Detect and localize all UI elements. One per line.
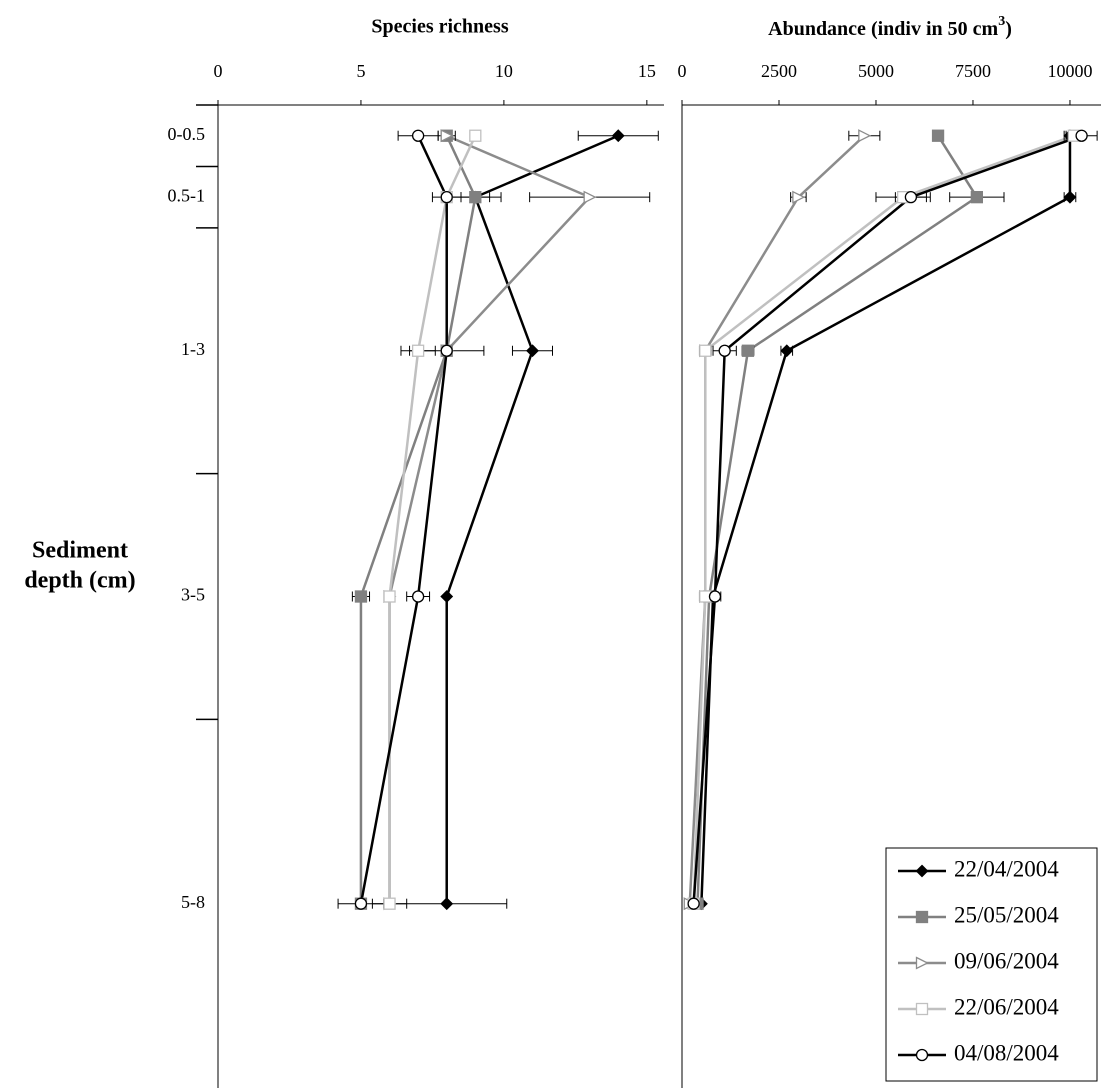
chart-title: Species richness: [371, 16, 508, 38]
y-tick-label: 0.5-1: [168, 185, 206, 205]
x-tick-label: 5: [356, 61, 365, 81]
point: [780, 344, 794, 358]
x-tick-label: 2500: [761, 61, 797, 81]
x-tick-label: 5000: [858, 61, 894, 81]
point: [904, 191, 918, 204]
y-tick-label: 0-0.5: [168, 124, 206, 144]
legend-label: 25/05/2004: [954, 902, 1059, 927]
x-tick-label: 10000: [1047, 61, 1092, 81]
series-line: [388, 135, 477, 904]
series-line: [688, 134, 866, 904]
series-line: [359, 135, 477, 904]
point: [526, 344, 539, 358]
legend-label: 04/08/2004: [954, 1040, 1059, 1065]
legend-label: 22/04/2004: [954, 856, 1059, 881]
point: [1063, 190, 1077, 204]
point: [469, 129, 482, 142]
y-axis-label: Sediment: [32, 538, 128, 564]
point: [741, 344, 755, 357]
x-tick-label: 0: [678, 61, 687, 81]
legend-label: 09/06/2004: [954, 948, 1059, 973]
x-tick-label: 7500: [955, 61, 991, 81]
point: [383, 590, 396, 603]
x-tick-label: 0: [214, 61, 223, 81]
point: [858, 129, 872, 143]
title-text: Abundance (indiv in 50 cm: [768, 18, 998, 40]
point: [440, 129, 454, 143]
point: [970, 191, 984, 204]
x-tick-label: 10: [495, 61, 513, 81]
point: [411, 129, 425, 142]
point: [915, 956, 929, 970]
point: [383, 897, 396, 910]
point: [411, 344, 425, 357]
point: [469, 191, 482, 204]
title-superscript: 3: [998, 14, 1005, 29]
point: [687, 897, 700, 910]
point: [915, 910, 929, 924]
series-line: [692, 134, 1083, 904]
point: [1075, 129, 1088, 142]
point: [354, 590, 368, 603]
point: [931, 129, 945, 142]
x-tick-label: 15: [638, 61, 656, 81]
y-axis-label: depth (cm): [24, 568, 135, 594]
series-line: [388, 134, 592, 904]
series-line: [445, 134, 619, 904]
point: [699, 344, 712, 357]
point: [611, 129, 625, 143]
point: [792, 190, 806, 204]
point: [440, 191, 453, 204]
title-text: ): [1005, 18, 1012, 40]
point: [915, 1048, 929, 1062]
series-line: [359, 135, 448, 904]
legend-label: 22/06/2004: [954, 994, 1059, 1019]
point: [915, 1002, 929, 1016]
point: [583, 190, 597, 204]
series-line: [692, 134, 1075, 904]
point: [440, 590, 454, 603]
point: [440, 344, 453, 357]
point: [354, 897, 368, 910]
point: [718, 344, 731, 357]
point: [915, 864, 929, 878]
point: [708, 590, 722, 603]
y-tick-label: 5-8: [181, 892, 205, 912]
series-line: [700, 135, 1072, 904]
series-line: [696, 135, 979, 904]
point: [411, 590, 425, 603]
y-tick-label: 1-3: [181, 339, 205, 359]
y-tick-label: 3-5: [181, 585, 205, 605]
point: [440, 897, 454, 911]
chart-title: Abundance (indiv in 50 cm3): [768, 14, 1012, 39]
